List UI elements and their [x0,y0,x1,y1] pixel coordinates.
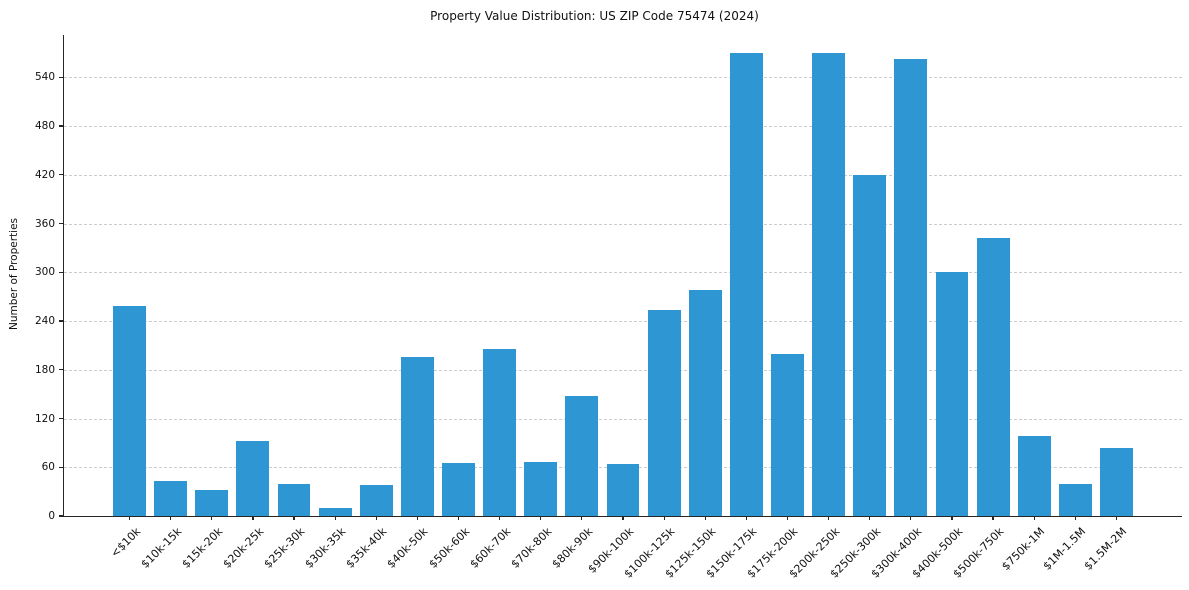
x-tick-mark [252,516,254,520]
bar-$1.5M-2M [1099,447,1133,516]
x-tick-label: <$10k [107,525,143,561]
bar-$300k-400k [894,58,928,516]
gridline [64,174,1182,176]
bar-$400k-500k [935,272,969,516]
bar-<$10k [113,306,146,516]
bar-$25k-30k [277,483,311,516]
y-tick-label: 120 [34,412,55,425]
y-tick-label: 360 [34,217,55,230]
x-tick-label: $70k-80k [508,525,554,571]
gridline [64,321,1182,322]
y-tick-label: 480 [34,120,55,132]
y-tick-label: 0 [48,510,55,522]
gridline [64,223,1182,225]
bar-$750k-1M [1017,435,1051,516]
x-tick-mark [581,516,583,520]
bar-$10k-15k [154,481,188,516]
bar-$175k-200k [771,354,804,516]
bar-$90k-100k [606,464,640,516]
x-tick-label: $750k-1M [999,525,1048,573]
x-tick-mark [622,516,624,520]
bar-$70k-80k [524,462,558,516]
bar-$40k-50k [400,356,434,516]
x-tick-mark [375,516,377,520]
bar-$30k-35k [318,507,352,516]
x-tick-label: $40k-50k [384,525,431,571]
bar-$20k-25k [236,441,270,516]
gridline [64,418,1182,420]
x-tick-mark [1033,516,1035,520]
plot-area: 0 60 120 180 240 300 360 420 480 540 <$10k $10k-15k… [35,35,1182,581]
gridline [64,272,1182,274]
x-tick-mark [745,516,747,520]
x-tick-mark [663,516,665,520]
x-tick-label: $1M-1.5M [1040,525,1089,573]
y-tick-label: 240 [34,315,55,327]
bar-$125k-150k [688,290,722,516]
x-tick-mark [910,516,912,520]
y-tick-mark [59,466,64,468]
chart-title: Property Value Distribution: US ZIP Code… [430,9,759,23]
x-tick-mark [786,516,789,520]
x-tick-label: $10k-15k [138,525,184,571]
x-tick-mark [540,516,542,520]
y-tick-mark [59,417,64,420]
y-tick-label: 180 [34,363,55,376]
x-tick-mark [293,516,295,520]
x-tick-mark [704,516,706,520]
gridline [64,369,1182,371]
bar-$100k-125k [647,309,681,516]
y-tick-mark [59,271,64,273]
bar-$60k-70k [483,349,517,516]
y-tick-mark [59,125,64,127]
x-tick-mark [828,516,830,520]
bar-$250k-300k [853,174,887,516]
y-tick-mark [59,320,64,322]
bar-$35k-40k [359,485,393,516]
x-tick-label: $25k-30k [261,525,308,571]
gridline [64,77,1182,79]
x-tick-mark [416,516,418,520]
x-tick-label: $30k-35k [302,525,349,571]
bar-$200k-250k [812,52,846,516]
y-tick-label: 420 [34,168,55,181]
y-tick-mark [59,174,64,176]
gridline [64,126,1182,127]
x-tick-mark [992,516,994,520]
x-tick-mark [128,516,131,520]
bar-$500k-750k [976,238,1010,516]
bar-$1M-1.5M [1058,483,1092,516]
x-tick-mark [457,516,460,520]
y-tick-mark [59,76,64,78]
x-tick-mark [499,516,501,520]
y-tick-mark [59,369,64,371]
y-tick-mark [59,515,64,517]
x-tick-mark [1115,516,1118,520]
bar-$80k-90k [565,395,599,516]
bar-$15k-20k [195,490,229,516]
x-tick-mark [1074,516,1076,520]
bar-$150k-175k [729,52,763,516]
y-tick-mark [59,222,64,225]
bar-$50k-60k [442,463,475,516]
x-tick-label: $20k-25k [220,525,267,571]
x-tick-label: $50k-60k [425,525,472,571]
x-tick-mark [334,516,336,520]
x-tick-mark [211,516,213,520]
x-tick-label: $60k-70k [467,525,513,571]
x-tick-label: $35k-40k [343,525,390,571]
x-tick-label: $15k-20k [179,525,225,571]
x-tick-mark [951,516,953,520]
y-tick-label: 300 [34,266,55,279]
x-tick-label: $1.5M-2M [1081,525,1130,573]
y-tick-label: 60 [41,461,55,474]
x-tick-mark [869,516,871,520]
y-tick-label: 540 [34,71,55,84]
y-axis-label: Number of Properties [8,217,20,331]
x-tick-mark [170,516,172,520]
